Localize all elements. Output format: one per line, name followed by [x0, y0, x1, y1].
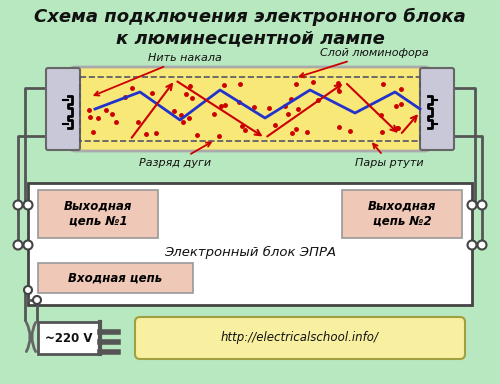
FancyBboxPatch shape [28, 183, 472, 305]
Circle shape [468, 200, 476, 210]
FancyBboxPatch shape [420, 68, 454, 150]
Circle shape [478, 200, 486, 210]
FancyBboxPatch shape [38, 190, 158, 238]
FancyBboxPatch shape [38, 263, 193, 293]
Text: Пары ртути: Пары ртути [355, 144, 424, 168]
Bar [80, 77, 420, 141]
FancyBboxPatch shape [135, 317, 465, 359]
Circle shape [24, 286, 32, 294]
Text: Выходная
цепь №2: Выходная цепь №2 [368, 200, 436, 228]
Text: ~220 V: ~220 V [45, 331, 93, 344]
FancyBboxPatch shape [46, 68, 80, 150]
Circle shape [14, 240, 22, 250]
Text: Выходная
цепь №1: Выходная цепь №1 [64, 200, 132, 228]
Text: Входная цепь: Входная цепь [68, 271, 162, 285]
Circle shape [14, 200, 22, 210]
Text: Электронный блок ЭПРА: Электронный блок ЭПРА [164, 245, 336, 258]
Circle shape [33, 296, 41, 304]
Text: Слой люминофора: Слой люминофора [300, 48, 429, 77]
Circle shape [24, 240, 32, 250]
Text: Нить накала: Нить накала [94, 53, 222, 96]
FancyBboxPatch shape [38, 322, 100, 354]
Text: Разряд дуги: Разряд дуги [139, 142, 211, 168]
Text: Схема подключения электронного блока
к люминесцентной лампе: Схема подключения электронного блока к л… [34, 8, 466, 47]
FancyBboxPatch shape [70, 67, 430, 151]
FancyBboxPatch shape [342, 190, 462, 238]
Circle shape [468, 240, 476, 250]
Text: http://electricalschool.info/: http://electricalschool.info/ [221, 331, 379, 344]
Circle shape [478, 240, 486, 250]
Circle shape [24, 200, 32, 210]
